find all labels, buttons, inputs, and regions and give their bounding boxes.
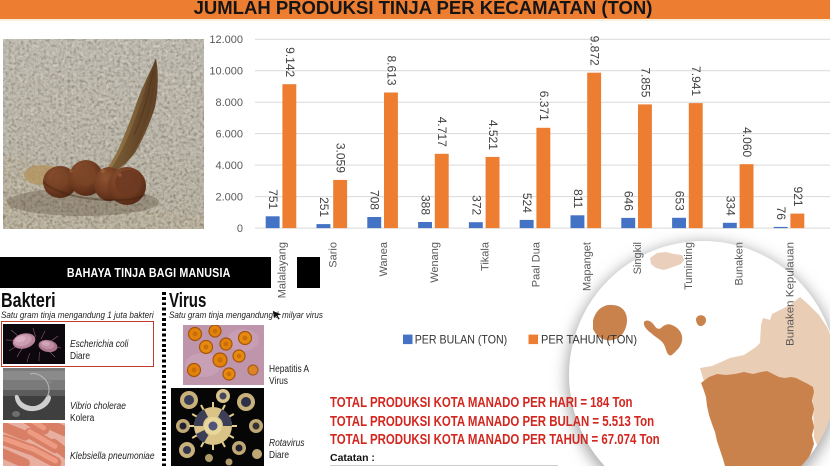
svg-text:12.000: 12.000: [209, 34, 243, 46]
svg-text:PER TAHUN (TON): PER TAHUN (TON): [541, 332, 637, 346]
svg-text:334: 334: [723, 196, 737, 216]
svg-text:PER BULAN (TON): PER BULAN (TON): [415, 332, 508, 346]
svg-text:Wanea: Wanea: [378, 241, 390, 276]
svg-text:4.060: 4.060: [740, 127, 754, 157]
svg-text:Mapanget: Mapanget: [581, 242, 593, 291]
svg-text:708: 708: [368, 190, 382, 210]
svg-text:0: 0: [237, 223, 243, 235]
svg-text:Tikala: Tikala: [480, 241, 492, 271]
svg-text:4.717: 4.717: [435, 117, 449, 147]
svg-text:Sario: Sario: [327, 242, 339, 268]
svg-text:Bunaken: Bunaken: [734, 242, 746, 285]
svg-text:7.855: 7.855: [638, 67, 652, 97]
svg-text:372: 372: [469, 195, 483, 215]
svg-text:9.142: 9.142: [283, 47, 297, 77]
svg-text:921: 921: [791, 187, 805, 207]
svg-text:7.941: 7.941: [689, 66, 703, 96]
svg-text:3.059: 3.059: [334, 143, 348, 173]
svg-text:653: 653: [673, 191, 687, 211]
svg-text:8.000: 8.000: [215, 97, 243, 109]
svg-text:6.371: 6.371: [537, 91, 551, 121]
svg-text:Singkil: Singkil: [632, 242, 644, 274]
svg-text:Tuminting: Tuminting: [683, 242, 695, 290]
svg-text:811: 811: [571, 189, 585, 208]
svg-text:8.613: 8.613: [384, 55, 398, 85]
svg-text:9.872: 9.872: [588, 36, 602, 66]
svg-text:751: 751: [266, 189, 280, 209]
svg-text:646: 646: [622, 191, 636, 211]
svg-text:388: 388: [419, 195, 433, 215]
svg-text:4.000: 4.000: [215, 160, 243, 172]
svg-text:Wenang: Wenang: [429, 242, 441, 283]
svg-text:Malalayang: Malalayang: [277, 242, 289, 298]
svg-text:Bunaken Kepulauan: Bunaken Kepulauan: [785, 242, 797, 346]
svg-text:76: 76: [774, 207, 788, 221]
svg-text:2.000: 2.000: [215, 192, 243, 204]
svg-text:4.521: 4.521: [486, 120, 500, 150]
svg-text:10.000: 10.000: [209, 66, 243, 78]
svg-text:251: 251: [317, 197, 331, 217]
svg-text:524: 524: [520, 193, 534, 213]
svg-text:6.000: 6.000: [215, 129, 243, 141]
svg-text:Paal Dua: Paal Dua: [531, 241, 543, 287]
